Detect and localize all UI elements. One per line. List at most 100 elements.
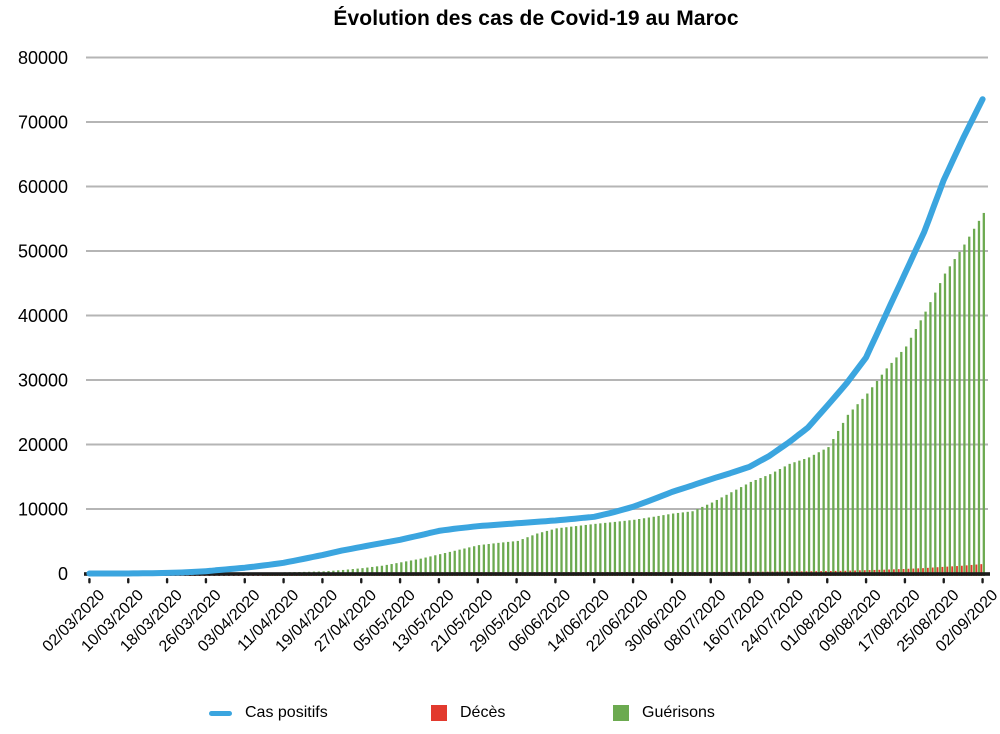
bar-guerisons [443, 553, 447, 576]
bar-guerisons [900, 351, 903, 576]
bar-guerisons [832, 439, 835, 576]
bar-guerisons [473, 546, 476, 576]
bar-guerisons [434, 555, 437, 576]
bar-guerisons [487, 543, 490, 576]
bar-guerisons [516, 540, 519, 576]
bar-guerisons [506, 541, 510, 576]
bar-guerisons [511, 541, 515, 576]
y-tick-label: 0 [58, 564, 68, 584]
bar-guerisons [696, 509, 699, 576]
y-tick-label: 30000 [18, 371, 68, 391]
bar-guerisons [963, 244, 966, 577]
bar-guerisons [439, 554, 442, 576]
bar-guerisons [531, 535, 534, 576]
bar-guerisons [540, 532, 544, 576]
bar-deces [970, 564, 973, 576]
bar-guerisons [837, 430, 840, 576]
x-tick [631, 578, 635, 584]
bar-guerisons [943, 273, 947, 576]
bar-guerisons [783, 466, 786, 576]
bar-guerisons [414, 559, 418, 576]
bar-guerisons [735, 489, 738, 576]
bar-guerisons [570, 526, 573, 576]
bar-guerisons [409, 560, 413, 576]
bar-guerisons [909, 337, 913, 576]
bar-guerisons [502, 542, 505, 576]
bar-guerisons [934, 292, 937, 576]
bar-guerisons [788, 463, 791, 576]
bar-guerisons [914, 329, 918, 576]
bar-guerisons [536, 533, 539, 576]
x-tick [88, 578, 91, 584]
x-tick [321, 578, 324, 584]
bar-guerisons [846, 414, 850, 576]
legend-item-guerisons: Guérisons [613, 700, 715, 726]
bar-guerisons [953, 259, 956, 576]
bar-guerisons [744, 484, 748, 576]
bar-guerisons [477, 545, 481, 576]
bar-guerisons [919, 320, 922, 576]
legend-swatch-guerisons [613, 705, 629, 721]
bar-guerisons [385, 564, 388, 576]
bar-guerisons [710, 502, 714, 576]
bar-guerisons [895, 357, 898, 576]
x-tick [437, 578, 441, 584]
x-axis-line [84, 572, 990, 576]
legend-swatch-deces [431, 705, 447, 721]
bar-guerisons [807, 457, 811, 576]
x-tick [282, 578, 285, 584]
bar-guerisons [715, 499, 718, 576]
bar-guerisons [977, 220, 981, 576]
bar-guerisons [890, 362, 893, 576]
bar-guerisons [812, 454, 816, 576]
bar-guerisons [720, 497, 723, 576]
bar-guerisons [453, 550, 456, 576]
bar-guerisons [400, 562, 403, 576]
bar-deces [936, 567, 939, 576]
bar-guerisons [560, 527, 563, 576]
bar-guerisons [657, 515, 660, 576]
bar-guerisons [730, 492, 733, 576]
bar-guerisons [827, 447, 830, 576]
bar-guerisons [705, 504, 709, 576]
bar-guerisons [793, 462, 796, 576]
bar-guerisons [448, 551, 452, 576]
bar-guerisons [638, 519, 641, 576]
x-tick [981, 578, 984, 584]
bar-deces [960, 565, 963, 576]
chart-title: Évolution des cas de Covid-19 au Maroc [333, 7, 739, 30]
bar-guerisons [672, 513, 675, 576]
legend-swatch-cas-positifs [209, 710, 232, 716]
y-tick-label: 70000 [18, 113, 68, 133]
x-tick [398, 578, 402, 584]
bar-guerisons [871, 387, 874, 576]
bar-guerisons [773, 471, 777, 576]
bar-guerisons [565, 527, 568, 576]
bar-guerisons [361, 568, 364, 576]
bar-guerisons [667, 514, 670, 576]
bar-guerisons [982, 212, 985, 576]
bar-guerisons [482, 544, 486, 576]
bar-guerisons [424, 557, 427, 576]
bar-deces [956, 566, 958, 576]
y-tick-label: 20000 [18, 435, 68, 455]
bar-deces [941, 566, 944, 576]
bar-guerisons [390, 564, 393, 576]
y-tick-label: 50000 [18, 242, 68, 262]
bar-guerisons [618, 521, 621, 576]
bar-guerisons [579, 525, 583, 576]
y-tick-label: 80000 [18, 48, 68, 68]
bar-guerisons [924, 311, 927, 576]
legend-item-deces: Décès [431, 700, 505, 726]
bar-guerisons [676, 512, 680, 576]
bar-guerisons [574, 526, 578, 576]
bar-guerisons [463, 548, 466, 576]
bar-guerisons [749, 481, 752, 576]
bar-guerisons [555, 528, 558, 576]
bar-guerisons [550, 529, 553, 576]
x-tick [360, 578, 363, 584]
bar-guerisons [885, 368, 888, 576]
x-tick [787, 578, 790, 584]
bar-guerisons [380, 565, 384, 576]
